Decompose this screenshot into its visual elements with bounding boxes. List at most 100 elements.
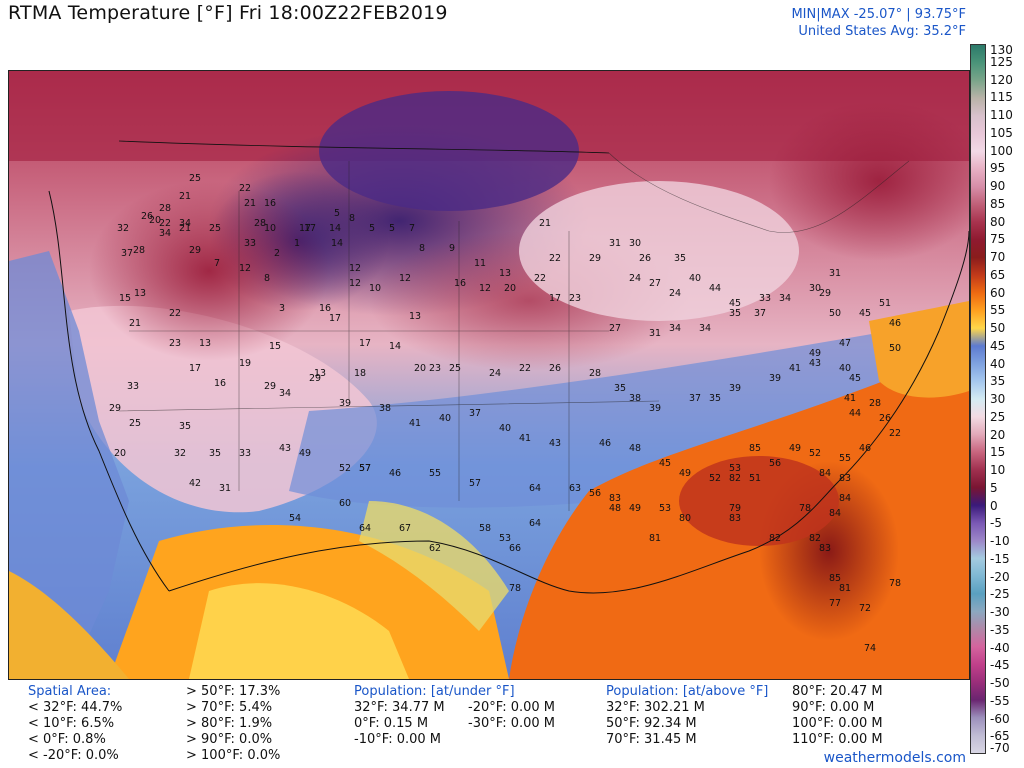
station-temperature-value: 49: [679, 468, 691, 479]
population-above-stats-2: 80°F: 20.47 M 90°F: 0.00 M 100°F: 0.00 M…: [792, 684, 883, 748]
colorbar-tick-label: 40: [990, 356, 1006, 371]
station-temperature-value: 57: [359, 463, 371, 474]
station-temperature-value: 82: [769, 533, 781, 544]
station-temperature-value: 28: [589, 368, 601, 379]
station-temperature-value: 16: [214, 378, 226, 389]
station-temperature-value: 45: [849, 373, 861, 384]
station-temperature-value: 72: [859, 603, 871, 614]
station-temperature-value: 24: [629, 273, 641, 284]
spatial-line: < 10°F: 6.5%: [28, 716, 115, 731]
station-temperature-value: 29: [264, 381, 276, 392]
population-line: 0°F: 0.15 M: [354, 716, 429, 731]
spatial-line: < 0°F: 0.8%: [28, 732, 106, 747]
station-temperature-value: 77: [829, 598, 841, 609]
station-temperature-value: 84: [819, 468, 831, 479]
station-temperature-value: 14: [329, 223, 341, 234]
station-temperature-value: 26: [549, 363, 561, 374]
station-temperature-value: 34: [669, 323, 681, 334]
temperature-map: 25 21 28 22 34 26 32 37 28 20 34 21 29 25 22 21 28 16 10 17…: [8, 70, 970, 680]
station-temperature-value: 23: [169, 338, 181, 349]
station-temperature-value: 74: [864, 643, 876, 654]
station-temperature-value: 57: [469, 478, 481, 489]
station-temperature-value: 35: [729, 308, 741, 319]
station-temperature-value: 34: [159, 228, 171, 239]
station-temperature-value: 48: [629, 443, 641, 454]
station-temperature-value: 53: [729, 463, 741, 474]
population-above-heading: Population: [at/above °F]: [606, 684, 769, 699]
station-temperature-value: 49: [809, 348, 821, 359]
station-temperature-value: 22: [159, 218, 171, 229]
colorbar-tick-label: -40: [990, 640, 1010, 655]
population-line: 70°F: 31.45 M: [606, 732, 697, 747]
station-temperature-value: 56: [769, 458, 781, 469]
station-temperature-value: 25: [209, 223, 221, 234]
station-temperature-value: 8: [419, 243, 425, 254]
colorbar-tick-label: 5: [990, 480, 998, 495]
colorbar-tick-label: 55: [990, 303, 1006, 318]
station-temperature-value: 83: [609, 493, 621, 504]
station-temperature-value: 37: [469, 408, 481, 419]
station-temperature-value: 25: [129, 418, 141, 429]
population-under-heading: Population: [at/under °F]: [354, 684, 515, 699]
station-temperature-value: 56: [589, 488, 601, 499]
station-temperature-value: 33: [239, 448, 251, 459]
station-temperature-value: 49: [299, 448, 311, 459]
station-temperature-value: 64: [529, 518, 541, 529]
station-temperature-value: 22: [534, 273, 546, 284]
station-temperature-value: 64: [359, 523, 371, 534]
station-temperature-value: 40: [839, 363, 851, 374]
colorbar-tick-label: -35: [990, 622, 1010, 637]
station-temperature-value: 10: [264, 223, 276, 234]
station-temperature-value: 20: [149, 215, 161, 226]
station-temperature-value: 13: [199, 338, 211, 349]
chart-title: RTMA Temperature [°F] Fri 18:00Z22FEB201…: [8, 2, 448, 24]
station-temperature-value: 7: [214, 258, 220, 269]
station-temperature-value: 35: [709, 393, 721, 404]
station-temperature-value: 43: [809, 358, 821, 369]
station-temperature-value: 81: [839, 583, 851, 594]
station-temperature-value: 51: [749, 473, 761, 484]
station-temperature-value: 50: [829, 308, 841, 319]
source-link[interactable]: weathermodels.com: [823, 750, 966, 766]
station-temperature-value: 13: [499, 268, 511, 279]
station-temperature-value: 43: [279, 443, 291, 454]
station-temperature-value: 27: [649, 278, 661, 289]
station-temperature-value: 24: [489, 368, 501, 379]
station-temperature-value: 44: [849, 408, 861, 419]
station-temperature-value: 34: [699, 323, 711, 334]
station-temperature-value: 55: [839, 453, 851, 464]
station-temperature-value: 26: [639, 253, 651, 264]
station-temperature-value: 11: [474, 258, 486, 269]
population-above-stats: Population: [at/above °F] 32°F: 302.21 M…: [606, 684, 768, 748]
station-temperature-value: 17: [329, 313, 341, 324]
station-temperature-value: 25: [449, 363, 461, 374]
station-temperature-value: 13: [409, 311, 421, 322]
spatial-line: > 50°F: 17.3%: [186, 684, 281, 699]
station-temperature-value: 1: [294, 238, 300, 249]
population-under-stats: Population: [at/under °F] 32°F: 34.77 M …: [354, 684, 515, 748]
station-temperature-value: 22: [169, 308, 181, 319]
station-temperature-value: 16: [264, 198, 276, 209]
spatial-area-stats: Spatial Area: < 32°F: 44.7% < 10°F: 6.5%…: [28, 684, 122, 764]
population-line: 32°F: 302.21 M: [606, 700, 705, 715]
station-temperature-value: 78: [889, 578, 901, 589]
station-temperature-value: 85: [749, 443, 761, 454]
station-temperature-value: 30: [809, 283, 821, 294]
colorbar-tick-label: 125: [990, 54, 1013, 69]
station-temperature-value: 37: [121, 248, 133, 259]
colorbar-tick-label: -5: [990, 516, 1002, 531]
min-max-summary: MIN|MAX -25.07° | 93.75°F United States …: [791, 6, 966, 40]
station-temperature-value: 44: [709, 283, 721, 294]
station-temperature-value: 41: [519, 433, 531, 444]
station-temperature-value: 42: [189, 478, 201, 489]
station-temperature-value: 21: [129, 318, 141, 329]
station-temperature-value: 82: [729, 473, 741, 484]
colorbar-tick-label: 45: [990, 338, 1006, 353]
spatial-line: > 100°F: 0.0%: [186, 748, 281, 763]
station-temperature-value: 33: [244, 238, 256, 249]
station-temperature-value: 57: [359, 463, 371, 474]
colorbar-tick-label: 20: [990, 427, 1006, 442]
colorbar-tick-label: 110: [990, 108, 1013, 122]
station-temperature-value: 18: [354, 368, 366, 379]
